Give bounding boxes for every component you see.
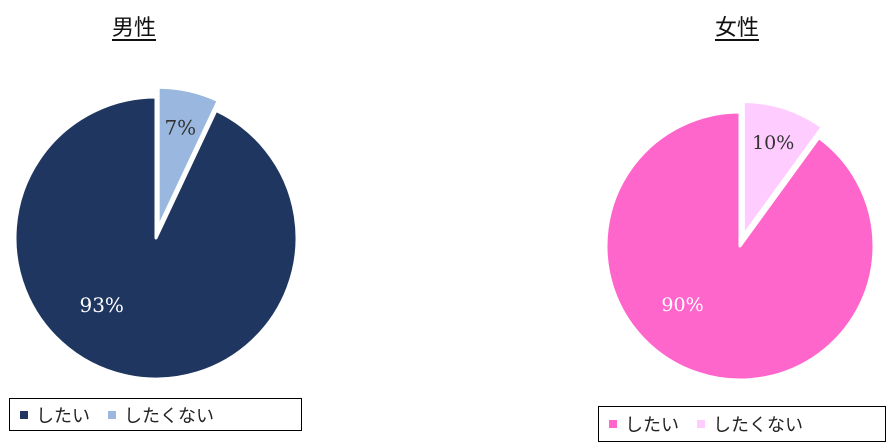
legend-swatch <box>697 420 705 428</box>
pie-svg: 10% 90% <box>604 100 876 382</box>
legend-label: したくない <box>713 415 803 436</box>
chart-title: 男性 <box>112 16 157 41</box>
legend: したい したくない <box>9 398 302 431</box>
legend-swatch <box>108 410 116 419</box>
legend-label: したい <box>36 405 90 427</box>
data-label: 10% <box>752 132 794 154</box>
legend-swatch <box>20 410 28 419</box>
pie-chart-male: 男性 7% 93% したい したくない <box>0 0 320 446</box>
legend-label: したい <box>625 415 679 436</box>
pie-slice-shitakunai <box>156 85 220 230</box>
chart-title: 女性 <box>715 16 760 41</box>
pie-slice-shitakunai <box>741 100 824 238</box>
legend-item-shitai: したい <box>609 411 679 437</box>
pie-chart-female: 女性 10% 90% したい したくない <box>590 0 886 446</box>
legend: したい したくない <box>598 406 886 442</box>
pie-svg: 7% 93% <box>13 85 299 381</box>
data-label: 90% <box>661 294 703 316</box>
legend-label: したくない <box>124 405 214 427</box>
pie-slice-shitai <box>13 95 299 381</box>
legend-item-shitakunai: したくない <box>697 411 803 437</box>
pie-slice-shitai <box>604 110 876 382</box>
data-label: 7% <box>164 116 196 140</box>
legend-item-shitakunai: したくない <box>108 402 214 428</box>
data-label: 93% <box>79 293 123 317</box>
legend-swatch <box>609 420 617 428</box>
legend-item-shitai: したい <box>20 402 90 428</box>
